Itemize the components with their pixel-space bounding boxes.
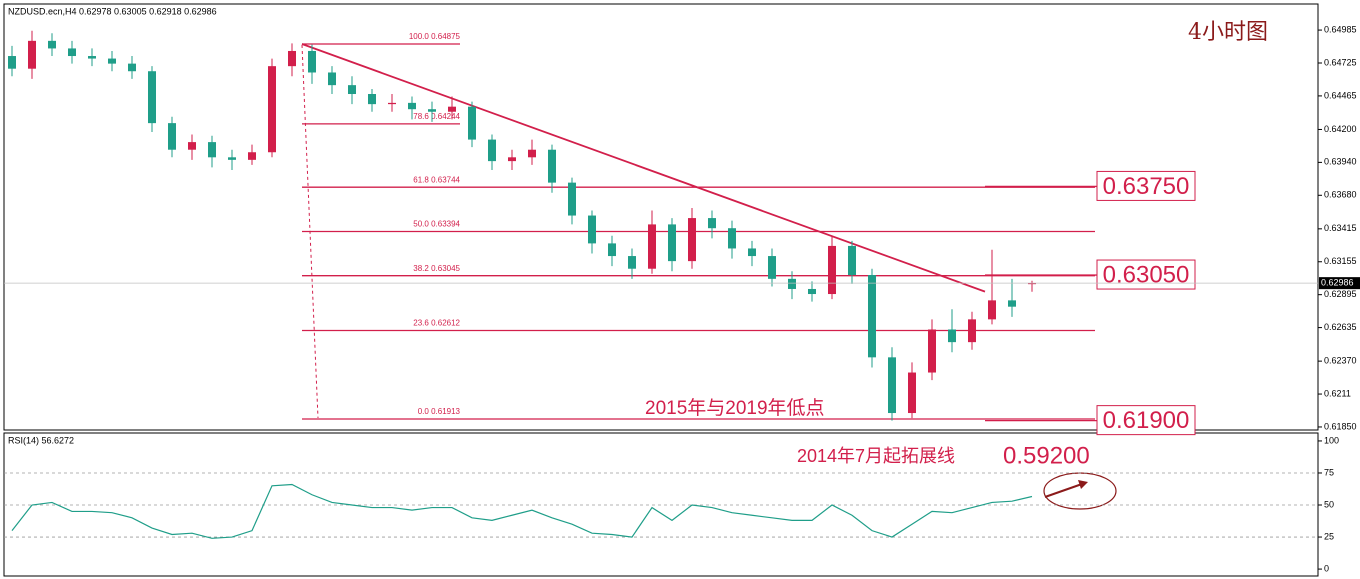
candle-body bbox=[208, 142, 216, 158]
candle-body bbox=[1008, 300, 1016, 307]
target-price: 0.59200 bbox=[1003, 442, 1090, 469]
candle-body bbox=[848, 245, 856, 276]
y-tick-label: 0.63680 bbox=[1324, 190, 1357, 200]
y-tick-label: 0.62635 bbox=[1324, 322, 1357, 332]
candle-body bbox=[828, 245, 836, 295]
candle-body bbox=[408, 102, 416, 110]
fib-label: 50.0 0.63394 bbox=[413, 220, 460, 229]
candle-body bbox=[888, 357, 896, 414]
candle-body bbox=[528, 149, 536, 158]
fib-label: 78.6 0.64244 bbox=[413, 112, 460, 121]
candle-body bbox=[948, 329, 956, 343]
arrow bbox=[1044, 483, 1083, 498]
level-box bbox=[1096, 170, 1196, 201]
chart-title: NZDUSD.ecn,H4 0.62978 0.63005 0.62918 0.… bbox=[8, 6, 217, 16]
trendline-note: 2014年7月起拓展线 bbox=[797, 446, 955, 466]
candle-body bbox=[668, 224, 676, 262]
candle-body bbox=[708, 218, 716, 229]
timeframe-label: 4小时图 bbox=[1188, 20, 1268, 45]
candle-body bbox=[468, 106, 476, 140]
candle-body bbox=[548, 149, 556, 183]
candle-body bbox=[988, 300, 996, 320]
candle-body bbox=[568, 182, 576, 216]
candle-body bbox=[628, 256, 636, 269]
candle-body bbox=[608, 243, 616, 257]
last-price-box bbox=[1319, 277, 1360, 290]
candle-body bbox=[808, 288, 816, 295]
candle-body bbox=[748, 248, 756, 257]
candle-body bbox=[8, 56, 16, 69]
candle-body bbox=[908, 372, 916, 414]
candle-body bbox=[28, 40, 36, 69]
candle-body bbox=[328, 72, 336, 86]
rsi-title: RSI(14) 56.6272 bbox=[8, 435, 74, 445]
y-tick-label: 0.62370 bbox=[1324, 356, 1357, 366]
candle-body bbox=[368, 94, 376, 105]
fib-label: 61.8 0.63744 bbox=[413, 175, 460, 184]
candle-body bbox=[108, 58, 116, 64]
candle-body bbox=[48, 40, 56, 49]
candle-body bbox=[388, 102, 396, 105]
candle-body bbox=[128, 63, 136, 72]
candle-body bbox=[928, 329, 936, 373]
last-price-label: 0.62986 bbox=[1321, 278, 1354, 288]
candle-body bbox=[188, 142, 196, 150]
level-label: 0.61900 bbox=[1103, 407, 1190, 434]
y-tick-label: 25 bbox=[1324, 531, 1334, 541]
y-tick-label: 0.64725 bbox=[1324, 57, 1357, 67]
candle-body bbox=[788, 278, 796, 289]
candle-body bbox=[448, 106, 456, 112]
y-tick-label: 0.61850 bbox=[1324, 421, 1357, 431]
candle-body bbox=[1028, 283, 1036, 285]
arrow-head bbox=[1078, 480, 1088, 489]
trendline bbox=[301, 43, 986, 293]
rsi-line bbox=[11, 483, 1033, 539]
fib-label: 23.6 0.62612 bbox=[413, 319, 460, 328]
candle-body bbox=[428, 109, 436, 112]
candle-body bbox=[348, 85, 356, 95]
level-box bbox=[1096, 259, 1196, 290]
candle-body bbox=[648, 224, 656, 269]
candle-body bbox=[308, 50, 316, 73]
candle-body bbox=[228, 157, 236, 160]
y-tick-label: 0.64985 bbox=[1324, 24, 1357, 34]
y-tick-label: 50 bbox=[1324, 499, 1334, 509]
y-tick-label: 0.6211 bbox=[1324, 388, 1351, 398]
candle-body bbox=[588, 215, 596, 244]
candle-body bbox=[88, 56, 96, 59]
y-tick-label: 100 bbox=[1324, 435, 1339, 445]
y-tick-label: 0.62895 bbox=[1324, 289, 1357, 299]
candle-body bbox=[868, 275, 876, 358]
candle-body bbox=[248, 152, 256, 160]
candle-body bbox=[148, 71, 156, 124]
candle-body bbox=[268, 66, 276, 153]
candle-body bbox=[688, 218, 696, 262]
candle-body bbox=[68, 48, 76, 57]
y-tick-label: 75 bbox=[1324, 467, 1334, 477]
level-label: 0.63750 bbox=[1103, 173, 1190, 200]
low-note: 2015年与2019年低点 bbox=[645, 397, 825, 419]
price-panel bbox=[3, 3, 1319, 431]
rsi-panel bbox=[3, 432, 1319, 577]
y-tick-label: 0 bbox=[1324, 563, 1329, 573]
fib-label: 0.0 0.61913 bbox=[418, 407, 461, 416]
y-tick-label: 0.64200 bbox=[1324, 124, 1357, 134]
level-label: 0.63050 bbox=[1103, 261, 1190, 288]
y-tick-label: 0.64465 bbox=[1324, 90, 1357, 100]
candle-body bbox=[968, 319, 976, 343]
candle-body bbox=[768, 256, 776, 279]
candle-body bbox=[168, 123, 176, 150]
candle-body bbox=[488, 139, 496, 162]
fib-label: 38.2 0.63045 bbox=[413, 264, 460, 273]
y-tick-label: 0.63155 bbox=[1324, 256, 1357, 266]
y-tick-label: 0.63940 bbox=[1324, 157, 1357, 167]
candle-body bbox=[728, 228, 736, 249]
candle-body bbox=[508, 157, 516, 162]
y-tick-label: 0.63415 bbox=[1324, 223, 1357, 233]
candle-body bbox=[288, 50, 296, 67]
level-box bbox=[1096, 405, 1196, 436]
fib-label: 100.0 0.64875 bbox=[409, 32, 461, 41]
